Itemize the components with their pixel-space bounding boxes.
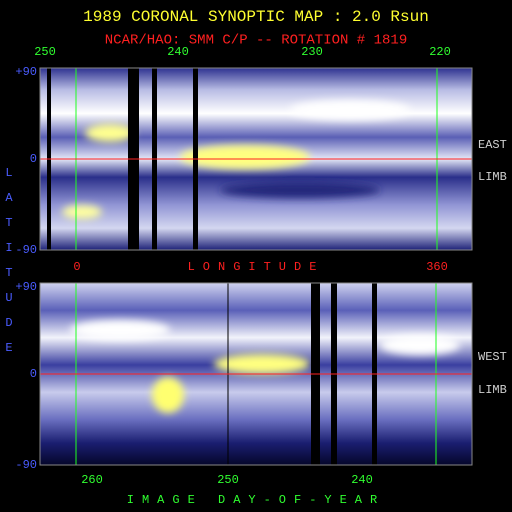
x-axis-title: IMAGE DAY-OF-YEAR [127, 493, 385, 507]
longitude-title: LONGITUDE [188, 260, 325, 274]
top-axis-label: 240 [167, 45, 189, 59]
side-label: EAST [478, 138, 507, 152]
side-label: WEST [478, 350, 507, 364]
top-axis-label: 230 [301, 45, 323, 59]
top-axis-label: 250 [34, 45, 56, 59]
subtitle: NCAR/HAO: SMM C/P -- ROTATION # 1819 [105, 33, 407, 49]
lat-label: 0 [30, 367, 37, 381]
title: 1989 CORONAL SYNOPTIC MAP : 2.0 Rsun [83, 8, 429, 26]
top-panel [39, 67, 473, 251]
top-axis-label: 220 [429, 45, 451, 59]
bottom-panel [39, 282, 473, 466]
side-label: LIMB [478, 383, 507, 397]
bright-regions [70, 320, 460, 413]
lat-label: +90 [15, 280, 37, 294]
lat-label: +90 [15, 65, 37, 79]
bottom-axis-label: 250 [217, 473, 239, 487]
bright-regions [62, 100, 410, 219]
bottom-axis-label: 240 [351, 473, 373, 487]
longitude-end: 360 [426, 260, 448, 274]
y-axis-title: LATITUDE [2, 166, 16, 366]
longitude-start: 0 [73, 260, 80, 274]
lat-label: -90 [15, 243, 37, 257]
lat-label: 0 [30, 152, 37, 166]
side-label: LIMB [478, 170, 507, 184]
bottom-axis-label: 260 [81, 473, 103, 487]
lat-label: -90 [15, 458, 37, 472]
